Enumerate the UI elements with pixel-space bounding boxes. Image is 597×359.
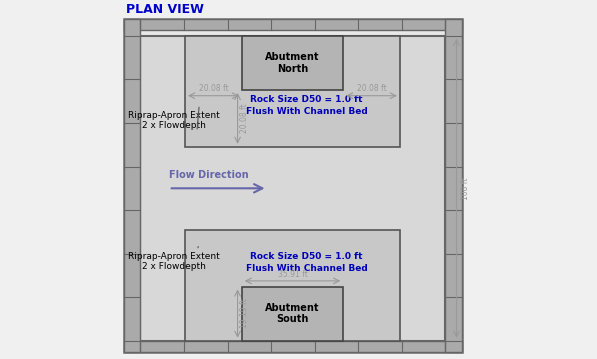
Text: 35.91 ft: 35.91 ft [278,270,307,279]
Text: 20.08 ft: 20.08 ft [241,103,250,133]
Text: Abutment
South: Abutment South [265,303,320,325]
Bar [445,19,462,352]
Text: Flow Direction: Flow Direction [169,170,248,180]
Bar [124,19,462,30]
Bar [185,230,400,341]
Bar [242,36,343,90]
Text: Abutment
North: Abutment North [265,52,320,74]
Text: 20.08 ft: 20.08 ft [199,84,229,93]
Bar [124,341,462,352]
Bar [242,286,343,341]
Bar [185,36,400,147]
Bar [140,36,445,341]
Text: Riprap-Apron Extent
2 x Flowdepth: Riprap-Apron Extent 2 x Flowdepth [128,252,220,271]
Text: PLAN VIEW: PLAN VIEW [127,3,204,16]
Bar [124,19,140,352]
Text: Riprap-Apron Extent
2 x Flowdepth: Riprap-Apron Extent 2 x Flowdepth [128,111,220,130]
Text: 20.08 ft: 20.08 ft [356,84,386,93]
Text: Rock Size D50 = 1.0 ft
Flush With Channel Bed: Rock Size D50 = 1.0 ft Flush With Channe… [246,252,368,274]
Text: 19.19 ft: 19.19 ft [241,299,250,328]
Text: Rock Size D50 = 1.0 ft
Flush With Channel Bed: Rock Size D50 = 1.0 ft Flush With Channe… [246,95,368,116]
Text: 108 ft: 108 ft [461,177,470,200]
